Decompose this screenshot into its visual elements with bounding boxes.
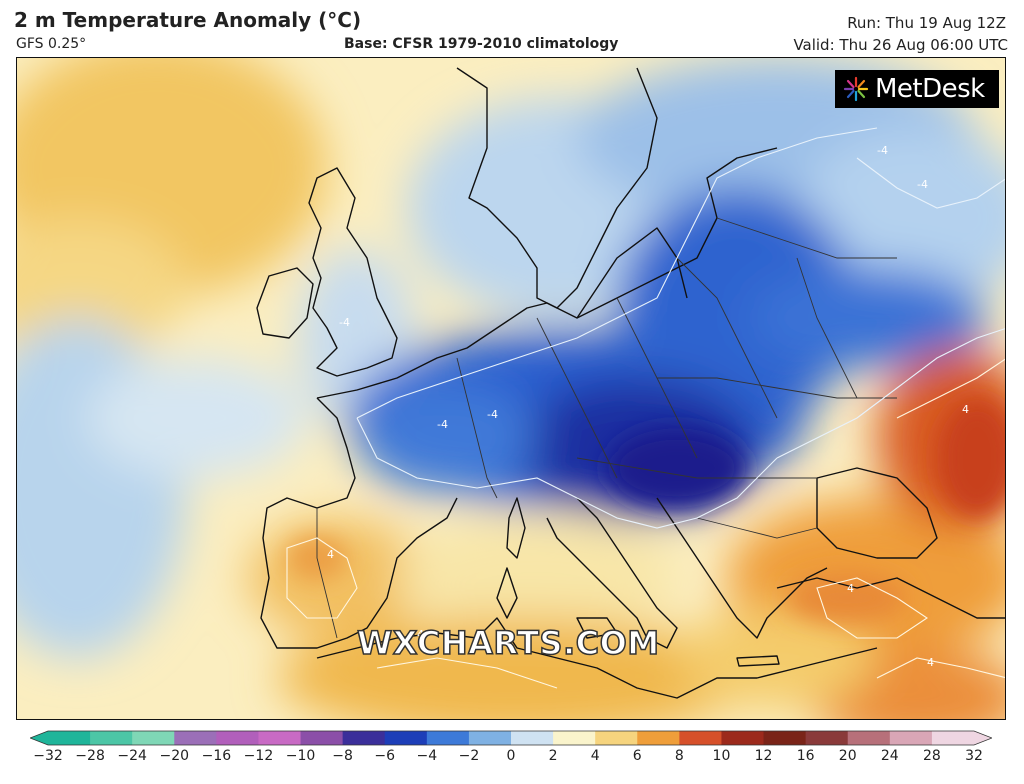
metdesk-starburst-icon (843, 76, 869, 102)
contour-lines-cold (356, 127, 1005, 529)
map-canvas: -4 -4 -4 -4 -4 4 4 4 4 4 (17, 58, 1005, 719)
colorbar-segment (679, 731, 722, 745)
metdesk-logo: MetDesk (835, 70, 999, 108)
colorbar-tick-label: 4 (590, 748, 600, 764)
colorbar-tick-label: 10 (712, 748, 731, 764)
contour-label: 4 (327, 548, 334, 561)
run-time-label: Run: Thu 19 Aug 12Z (847, 14, 1006, 32)
contour-label: -4 (877, 144, 888, 157)
colorbar-tick-label: −12 (243, 748, 274, 764)
colorbar-segments (30, 730, 992, 746)
temperature-anomaly-map: -4 -4 -4 -4 -4 4 4 4 4 4 MetDesk (16, 57, 1006, 720)
colorbar-segment (384, 731, 428, 745)
colorbar-segment (889, 731, 933, 745)
colorbar-tick-label: 2 (548, 748, 558, 764)
colorbar-segment (721, 731, 765, 745)
contour-label: -4 (339, 316, 350, 329)
colorbar-tick-labels: −32 −28 −24 −20 −16 −12 −10 −8 −6 −4 −2 0 2 4 6 8 10 12 16… (0, 744, 1024, 774)
colorbar-segment (805, 731, 849, 745)
colorbar-left-arrow (30, 731, 48, 745)
colorbar-segment (258, 731, 302, 745)
colorbar-right-arrow (974, 731, 992, 745)
colorbar-segment (48, 731, 91, 745)
contour-label: 4 (927, 656, 934, 669)
colorbar-tick-label: 6 (632, 748, 642, 764)
colorbar-tick-label: −28 (75, 748, 105, 764)
colorbar-tick-label: 32 (965, 748, 983, 764)
contour-label: -4 (487, 408, 498, 421)
contour-label: 4 (417, 628, 424, 641)
anomaly-field-detail (287, 398, 1005, 623)
colorbar-tick-label: 8 (674, 748, 684, 764)
coastlines (256, 67, 1005, 699)
colorbar-tick-label: 16 (796, 748, 815, 764)
colorbar-segment (931, 731, 975, 745)
colorbar-segment (595, 731, 638, 745)
map-title: 2 m Temperature Anomaly (°C) (14, 8, 362, 32)
colorbar-segment (847, 731, 891, 745)
contour-label: -4 (917, 178, 928, 191)
contour-label-group: -4 -4 -4 -4 -4 4 4 4 4 4 (327, 144, 969, 669)
contour-label: 4 (847, 582, 854, 595)
colorbar-segment (553, 731, 596, 745)
colorbar-tick-label: −20 (159, 748, 190, 764)
contour-label: 4 (962, 403, 969, 416)
contour-lines-warm (286, 358, 1005, 689)
colorbar-tick-label: 28 (922, 748, 941, 764)
climatology-base-label: Base: CFSR 1979-2010 climatology (344, 36, 619, 52)
colorbar-segment (90, 731, 133, 745)
colorbar-tick-label: −8 (332, 748, 353, 764)
colorbar-segment (468, 731, 512, 745)
colorbar-segment (426, 731, 470, 745)
colorbar-tick-label: −24 (117, 748, 147, 764)
colorbar-tick-label: −4 (416, 748, 438, 764)
colorbar-tick-label: 12 (754, 748, 773, 764)
colorbar-segment (216, 731, 259, 745)
colorbar-segment (132, 731, 175, 745)
colorbar-tick-label: 0 (506, 748, 516, 764)
model-label: GFS 0.25° (16, 36, 87, 52)
colorbar-segment (637, 731, 680, 745)
colorbar-tick-label: −6 (374, 748, 396, 764)
colorbar-tick-label: −2 (458, 748, 480, 764)
colorbar-tick-label: −10 (285, 748, 316, 764)
colorbar-segment (300, 731, 344, 745)
country-borders (316, 217, 897, 639)
colorbar-tick-label: −32 (33, 748, 63, 764)
colorbar-tick-label: −16 (201, 748, 232, 764)
colorbar-segment (763, 731, 807, 745)
colorbar-segment (511, 731, 554, 745)
contour-label: -4 (437, 418, 448, 431)
wxcharts-watermark: WXCHARTS.COM (356, 623, 660, 663)
colorbar (30, 730, 992, 746)
colorbar-segment (174, 731, 217, 745)
colorbar-outline (30, 730, 992, 746)
colorbar-tick-label: 20 (838, 748, 857, 764)
colorbar-tick-label: 24 (880, 748, 899, 764)
metdesk-logo-text: MetDesk (875, 74, 985, 104)
valid-time-label: Valid: Thu 26 Aug 06:00 UTC (793, 36, 1008, 54)
colorbar-segment (342, 731, 386, 745)
